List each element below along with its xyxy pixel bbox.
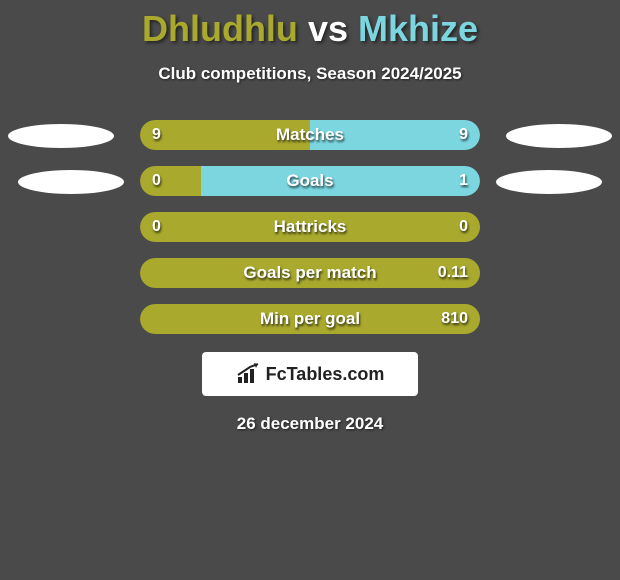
stat-row: Goals0 1: [0, 158, 620, 204]
stat-label: Hattricks: [140, 212, 480, 242]
subtitle: Club competitions, Season 2024/2025: [0, 64, 620, 84]
brand-box: FcTables.com: [202, 352, 418, 396]
title-vs: vs: [308, 8, 348, 49]
stat-value-left: 0: [152, 212, 161, 242]
stat-label: Goals: [140, 166, 480, 196]
stat-value-left: 9: [152, 120, 161, 150]
stat-label: Goals per match: [140, 258, 480, 288]
date-text: 26 december 2024: [0, 414, 620, 434]
stat-row: Hattricks0 0: [0, 204, 620, 250]
comparison-chart: Matches99Goals01Hattricks00Goals per mat…: [0, 112, 620, 342]
page-title: Dhludhlu vs Mkhize: [0, 0, 620, 50]
title-left: Dhludhlu: [142, 8, 298, 49]
stat-value-right: 9: [459, 120, 468, 150]
stat-row: Min per goal810: [0, 296, 620, 342]
stat-label: Matches: [140, 120, 480, 150]
stat-value-right: 1: [459, 166, 468, 196]
stat-value-right: 0: [459, 212, 468, 242]
chart-icon: [236, 363, 262, 385]
title-right: Mkhize: [358, 8, 478, 49]
stat-value-right: 810: [441, 304, 468, 334]
stat-value-left: 0: [152, 166, 161, 196]
stat-row: Goals per match0.11: [0, 250, 620, 296]
stat-value-right: 0.11: [438, 258, 468, 288]
stat-label: Min per goal: [140, 304, 480, 334]
brand-text: FcTables.com: [266, 364, 385, 385]
stat-row: Matches9 9: [0, 112, 620, 158]
